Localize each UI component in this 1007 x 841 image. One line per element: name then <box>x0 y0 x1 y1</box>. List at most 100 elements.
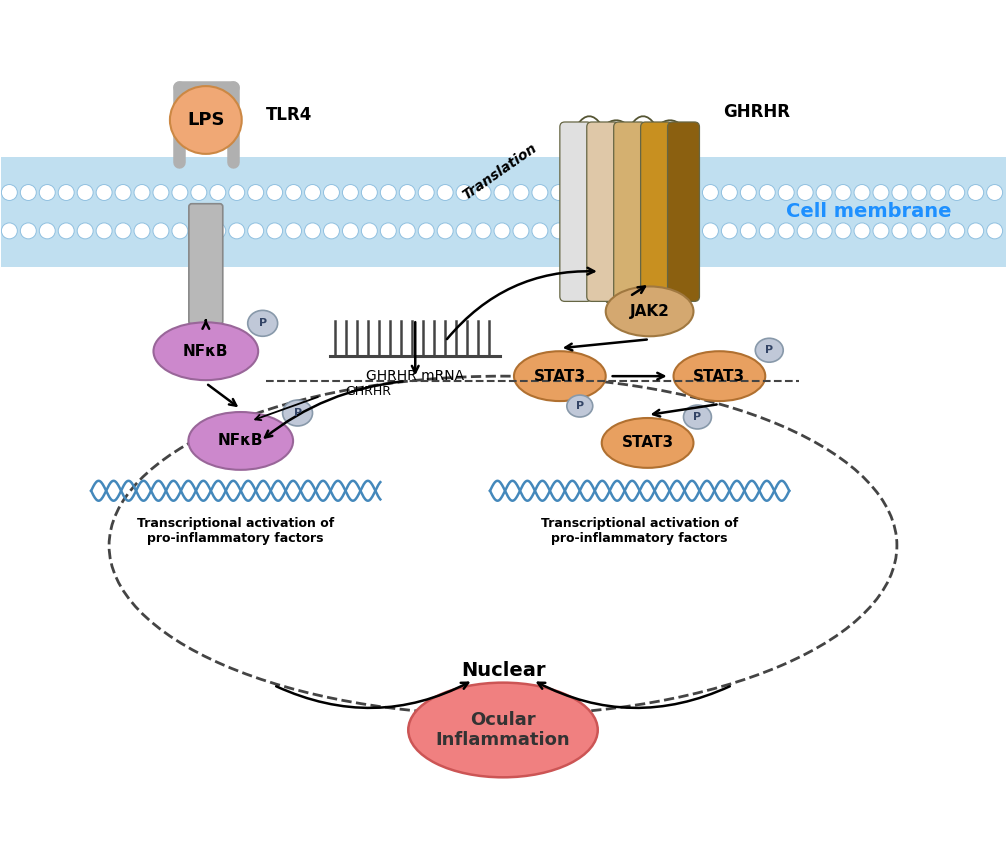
Ellipse shape <box>172 223 188 239</box>
Ellipse shape <box>475 223 491 239</box>
Ellipse shape <box>968 184 984 200</box>
Text: Nuclear: Nuclear <box>461 661 545 680</box>
Ellipse shape <box>513 223 529 239</box>
Ellipse shape <box>873 184 889 200</box>
Ellipse shape <box>911 184 926 200</box>
Ellipse shape <box>286 223 301 239</box>
Ellipse shape <box>267 184 283 200</box>
Ellipse shape <box>96 184 112 200</box>
Ellipse shape <box>342 223 358 239</box>
Ellipse shape <box>58 184 75 200</box>
Ellipse shape <box>514 352 606 401</box>
Ellipse shape <box>381 184 397 200</box>
Ellipse shape <box>816 184 832 200</box>
Ellipse shape <box>987 184 1003 200</box>
Text: GHRHR: GHRHR <box>345 384 392 398</box>
Ellipse shape <box>39 184 55 200</box>
Text: STAT3: STAT3 <box>534 368 586 383</box>
Ellipse shape <box>323 223 339 239</box>
Ellipse shape <box>606 287 694 336</box>
Ellipse shape <box>607 223 623 239</box>
Ellipse shape <box>626 184 642 200</box>
Ellipse shape <box>607 184 623 200</box>
Text: NFκB: NFκB <box>218 433 264 448</box>
Text: STAT3: STAT3 <box>694 368 745 383</box>
Ellipse shape <box>209 184 226 200</box>
Ellipse shape <box>759 184 775 200</box>
Ellipse shape <box>778 223 795 239</box>
Ellipse shape <box>437 223 453 239</box>
Ellipse shape <box>513 184 529 200</box>
Ellipse shape <box>892 223 908 239</box>
Text: Transcriptional activation of
pro-inflammatory factors: Transcriptional activation of pro-inflam… <box>137 516 334 545</box>
Text: LPS: LPS <box>187 111 225 129</box>
Bar <box>1 157 1006 267</box>
Ellipse shape <box>873 223 889 239</box>
Ellipse shape <box>153 322 258 380</box>
Ellipse shape <box>798 223 813 239</box>
Text: P: P <box>259 319 267 328</box>
Text: TLR4: TLR4 <box>266 106 312 124</box>
Ellipse shape <box>494 223 510 239</box>
Ellipse shape <box>134 223 150 239</box>
Ellipse shape <box>134 184 150 200</box>
FancyBboxPatch shape <box>668 122 700 301</box>
Ellipse shape <box>78 184 93 200</box>
Ellipse shape <box>755 338 783 362</box>
Ellipse shape <box>911 223 926 239</box>
Ellipse shape <box>191 223 206 239</box>
Ellipse shape <box>323 184 339 200</box>
Ellipse shape <box>740 184 756 200</box>
Text: NFκB: NFκB <box>183 344 229 359</box>
Ellipse shape <box>674 352 765 401</box>
Text: GHRHR mRNA: GHRHR mRNA <box>367 369 464 383</box>
Ellipse shape <box>229 223 245 239</box>
Ellipse shape <box>589 223 605 239</box>
Ellipse shape <box>968 223 984 239</box>
Ellipse shape <box>721 184 737 200</box>
Ellipse shape <box>456 184 472 200</box>
Ellipse shape <box>267 223 283 239</box>
Ellipse shape <box>400 223 415 239</box>
Ellipse shape <box>816 223 832 239</box>
Ellipse shape <box>304 223 320 239</box>
Ellipse shape <box>929 184 946 200</box>
Ellipse shape <box>798 184 813 200</box>
Text: P: P <box>765 346 773 355</box>
Ellipse shape <box>835 184 851 200</box>
Ellipse shape <box>551 223 567 239</box>
FancyBboxPatch shape <box>587 122 618 301</box>
Ellipse shape <box>949 223 965 239</box>
FancyBboxPatch shape <box>613 122 645 301</box>
Ellipse shape <box>703 223 718 239</box>
Ellipse shape <box>248 223 264 239</box>
Ellipse shape <box>602 418 694 468</box>
Ellipse shape <box>892 184 908 200</box>
Ellipse shape <box>854 223 870 239</box>
Ellipse shape <box>188 412 293 470</box>
Ellipse shape <box>58 223 75 239</box>
Ellipse shape <box>418 223 434 239</box>
Ellipse shape <box>589 184 605 200</box>
Ellipse shape <box>286 184 301 200</box>
Ellipse shape <box>153 184 169 200</box>
Ellipse shape <box>567 395 593 417</box>
Ellipse shape <box>684 223 700 239</box>
Ellipse shape <box>39 223 55 239</box>
Ellipse shape <box>248 184 264 200</box>
Ellipse shape <box>778 184 795 200</box>
Ellipse shape <box>229 184 245 200</box>
Ellipse shape <box>740 223 756 239</box>
Ellipse shape <box>153 223 169 239</box>
Text: GHRHR: GHRHR <box>723 103 790 121</box>
Ellipse shape <box>304 184 320 200</box>
Text: P: P <box>576 401 584 411</box>
Ellipse shape <box>342 184 358 200</box>
Ellipse shape <box>759 223 775 239</box>
Text: JAK2: JAK2 <box>629 304 670 319</box>
Ellipse shape <box>78 223 93 239</box>
Ellipse shape <box>362 223 378 239</box>
Text: Ocular
Inflammation: Ocular Inflammation <box>436 711 570 749</box>
Ellipse shape <box>721 223 737 239</box>
Ellipse shape <box>835 223 851 239</box>
